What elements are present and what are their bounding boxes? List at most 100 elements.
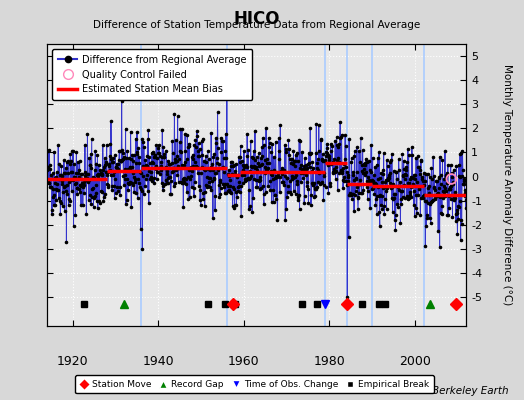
- Point: [162, 177, 170, 184]
- Point: [104, 169, 113, 175]
- Point: [395, 167, 403, 174]
- Point: [220, 184, 228, 190]
- Point: [125, 155, 133, 162]
- Point: [62, 165, 70, 171]
- Point: [330, 166, 339, 172]
- Point: [136, 184, 144, 190]
- Point: [71, 180, 80, 186]
- Point: [336, 118, 344, 125]
- Point: [244, 174, 252, 181]
- Point: [379, 150, 388, 156]
- Point: [396, 220, 405, 226]
- Point: [78, 171, 86, 178]
- Point: [78, 180, 86, 186]
- Point: [115, 148, 123, 154]
- Point: [168, 159, 176, 166]
- Point: [413, 152, 422, 159]
- Point: [108, 171, 117, 178]
- Point: [258, 161, 267, 168]
- Point: [392, 169, 400, 176]
- Point: [132, 160, 140, 166]
- Point: [98, 189, 106, 195]
- Point: [100, 164, 108, 170]
- Point: [333, 142, 342, 148]
- Point: [66, 161, 74, 168]
- Point: [313, 156, 322, 162]
- Point: [452, 218, 460, 224]
- Point: [198, 164, 206, 170]
- Point: [426, 200, 434, 207]
- Point: [130, 176, 139, 182]
- Point: [150, 152, 159, 158]
- Point: [177, 179, 185, 185]
- Point: [62, 159, 71, 165]
- Point: [156, 170, 165, 177]
- Point: [183, 189, 191, 195]
- Point: [303, 183, 311, 189]
- Point: [346, 190, 354, 196]
- Point: [217, 149, 226, 155]
- Point: [270, 192, 279, 198]
- Point: [407, 193, 416, 200]
- Point: [351, 148, 359, 154]
- Point: [398, 150, 407, 157]
- Point: [60, 208, 69, 214]
- Point: [440, 182, 448, 189]
- Point: [103, 172, 111, 178]
- Point: [83, 175, 91, 181]
- Point: [210, 151, 218, 158]
- Point: [187, 164, 195, 170]
- Point: [132, 190, 140, 196]
- Text: Berkeley Earth: Berkeley Earth: [432, 386, 508, 396]
- Point: [92, 190, 100, 196]
- Point: [450, 197, 458, 203]
- Point: [259, 191, 268, 198]
- Point: [358, 147, 367, 154]
- Point: [247, 172, 256, 179]
- Point: [404, 196, 412, 202]
- Point: [458, 173, 466, 179]
- Point: [100, 193, 108, 200]
- Point: [51, 186, 60, 192]
- Point: [332, 168, 341, 174]
- Point: [45, 180, 53, 186]
- Point: [217, 165, 226, 172]
- Point: [230, 205, 238, 211]
- Point: [95, 162, 103, 168]
- Point: [451, 194, 459, 201]
- Point: [171, 159, 179, 166]
- Point: [375, 209, 384, 216]
- Point: [439, 195, 447, 201]
- Point: [54, 142, 62, 149]
- Point: [400, 195, 409, 201]
- Point: [114, 188, 122, 194]
- Point: [170, 165, 178, 172]
- Point: [209, 167, 217, 173]
- Point: [331, 176, 340, 183]
- Point: [339, 184, 347, 191]
- Point: [397, 201, 406, 208]
- Point: [461, 192, 470, 199]
- Point: [333, 187, 342, 193]
- Point: [422, 212, 431, 218]
- Point: [355, 190, 364, 196]
- Point: [384, 175, 392, 181]
- Point: [122, 155, 130, 161]
- Point: [419, 195, 428, 202]
- Point: [86, 162, 94, 168]
- Point: [254, 160, 263, 166]
- Point: [262, 124, 270, 131]
- Point: [359, 170, 368, 176]
- Point: [163, 158, 172, 164]
- Point: [391, 227, 400, 233]
- Point: [375, 193, 383, 200]
- Point: [268, 141, 276, 147]
- Point: [271, 192, 279, 198]
- Point: [410, 202, 418, 208]
- Point: [416, 171, 424, 178]
- Point: [221, 148, 230, 154]
- Point: [370, 180, 378, 186]
- Point: [351, 188, 359, 194]
- Point: [449, 181, 457, 187]
- Point: [447, 183, 455, 190]
